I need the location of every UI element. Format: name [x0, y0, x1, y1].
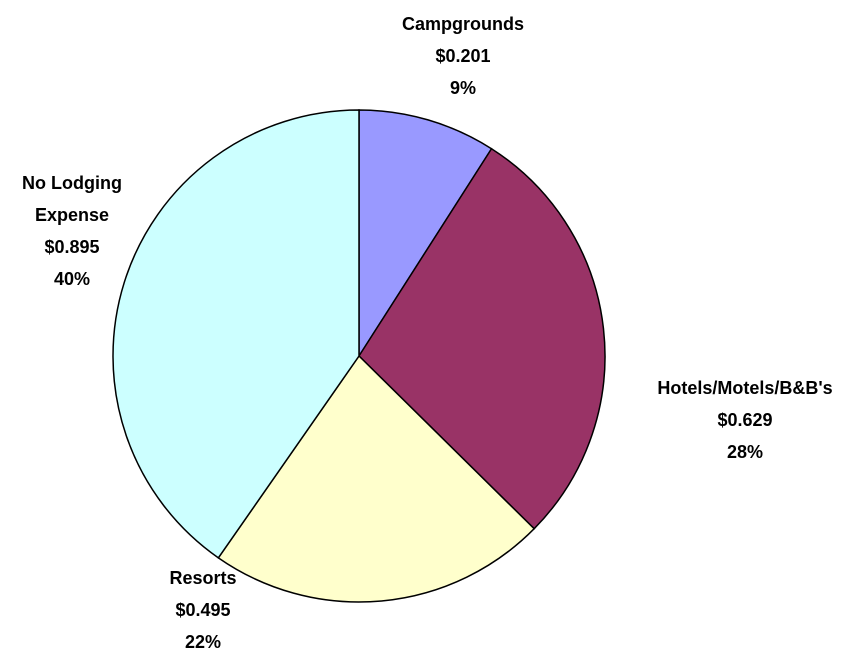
slice-label: Hotels/Motels/B&B's $0.629 28% — [657, 372, 832, 468]
category: Hotels/Motels/B&B's — [657, 378, 833, 398]
percent-label: 40% — [53, 269, 91, 289]
pie-slice — [217, 354, 536, 603]
slice-label: Campgrounds $0.201 9% — [402, 8, 524, 104]
category: Resorts — [169, 568, 237, 588]
pie-slice — [358, 147, 606, 530]
slice-label: No Lodging Expense $0.895 40% — [2, 167, 142, 295]
percent-label: 22% — [184, 632, 222, 652]
slice-label: Resorts $0.495 22% — [169, 562, 236, 658]
percent-label: 9% — [449, 78, 477, 98]
pie-slice — [112, 109, 360, 559]
value-label: $0.629 — [717, 410, 773, 430]
pie-slice — [358, 109, 493, 359]
percent-label: 28% — [726, 442, 764, 462]
value-label: $0.201 — [435, 46, 491, 66]
value-label: $0.495 — [175, 600, 231, 620]
category: Campgrounds — [401, 14, 525, 34]
category: No Lodging Expense — [22, 173, 122, 225]
value-label: $0.895 — [44, 237, 100, 257]
